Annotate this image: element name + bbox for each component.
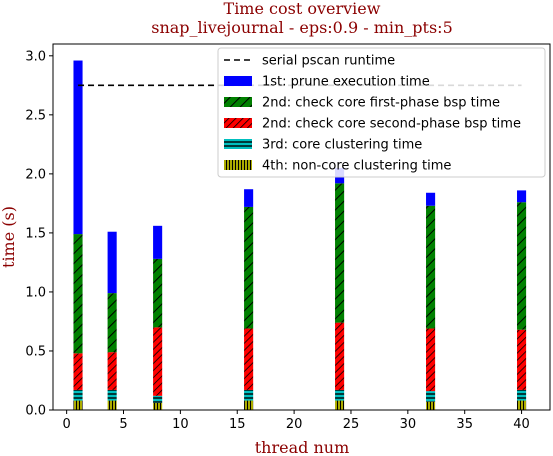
bar-segment-4-x8 (153, 225, 163, 259)
bar-segment-4-x16 (244, 189, 254, 207)
legend-entry-label: 3rd: core clustering time (262, 138, 422, 153)
x-axis-label: thread num (255, 438, 350, 456)
bar-segment-4-x4 (107, 231, 117, 294)
bar-stacks (73, 60, 527, 410)
bar-segment-3-x1 (73, 234, 83, 354)
bar-segment-0-x8 (153, 402, 163, 410)
chart-subtitle: snap_livejournal - eps:0.9 - min_pts:5 (151, 18, 453, 37)
y-tick-label: 1.5 (25, 226, 46, 241)
bar-segment-1-x40 (517, 389, 527, 401)
y-tick-label: 3.0 (25, 49, 46, 64)
axes: 0 5 10 15 20 25 30 35 40 0.0 0.5 1.0 1.5 2.0 2.5 3.0 (25, 43, 551, 432)
legend-swatch (224, 76, 252, 86)
bar-segment-0-x1 (73, 400, 83, 410)
bar-segment-2-x1 (73, 353, 83, 390)
y-tick-label: 2.5 (25, 108, 46, 123)
bar-segment-2-x24 (335, 322, 345, 390)
bar-segment-3-x32 (426, 205, 436, 329)
bar-segment-3-x4 (107, 293, 117, 353)
bar-segment-1-x4 (107, 389, 117, 401)
legend-entry-label: 2nd: check core second-phase bsp time (262, 117, 521, 132)
bar-segment-4-x40 (517, 190, 527, 203)
bar-segment-3-x40 (517, 202, 527, 330)
bar-segment-0-x40 (517, 400, 527, 410)
chart-title: Time cost overview (224, 0, 381, 18)
x-tick-label: 25 (343, 417, 360, 432)
legend-swatch (224, 139, 252, 149)
bar-segment-3-x24 (335, 183, 345, 323)
x-tick-label: 35 (456, 417, 473, 432)
bar-segment-2-x40 (517, 329, 527, 390)
y-axis-label: time (s) (0, 206, 18, 268)
bar-segment-2-x8 (153, 327, 163, 396)
x-tick-label: 0 (63, 417, 71, 432)
bar-segment-0-x16 (244, 400, 254, 410)
legend-swatch (224, 118, 252, 128)
bar-segment-4-x1 (73, 60, 83, 235)
bar-segment-1-x24 (335, 389, 345, 401)
legend: serial pscan runtime 1st: prune execution… (217, 47, 546, 178)
plot-frame (52, 43, 551, 411)
x-tick-label: 40 (513, 417, 530, 432)
legend-entry-label: 4th: non-core clustering time (262, 159, 451, 174)
bar-segment-2-x16 (244, 328, 254, 390)
bar-segment-1-x16 (244, 389, 254, 401)
bar-segment-0-x32 (426, 401, 436, 410)
x-tick-label: 30 (400, 417, 417, 432)
bar-segment-3-x8 (153, 258, 163, 328)
bar-segment-1-x32 (426, 391, 436, 402)
legend-box (217, 47, 546, 178)
bar-segment-2-x4 (107, 352, 117, 390)
y-tick-label: 0.0 (25, 404, 46, 419)
y-tick-label: 2.0 (25, 167, 46, 182)
legend-entry-label: serial pscan runtime (262, 54, 395, 69)
x-tick-label: 5 (119, 417, 127, 432)
legend-swatch (224, 160, 252, 170)
bar-segment-2-x32 (426, 328, 436, 392)
y-tick-label: 1.0 (25, 285, 46, 300)
bar-segment-0-x24 (335, 400, 345, 410)
bar-segment-0-x4 (107, 400, 117, 410)
bar-segment-4-x32 (426, 192, 436, 206)
legend-swatch (224, 97, 252, 107)
bar-segment-3-x16 (244, 206, 254, 329)
legend-entry-label: 1st: prune execution time (262, 75, 430, 90)
bar-segment-1-x8 (153, 395, 163, 403)
y-tick-label: 0.5 (25, 344, 46, 359)
x-tick-label: 15 (229, 417, 246, 432)
legend-entry-label: 2nd: check core first-phase bsp time (262, 96, 500, 111)
x-tick-label: 10 (172, 417, 189, 432)
x-tick-label: 20 (286, 417, 303, 432)
bar-segment-1-x1 (73, 389, 83, 401)
